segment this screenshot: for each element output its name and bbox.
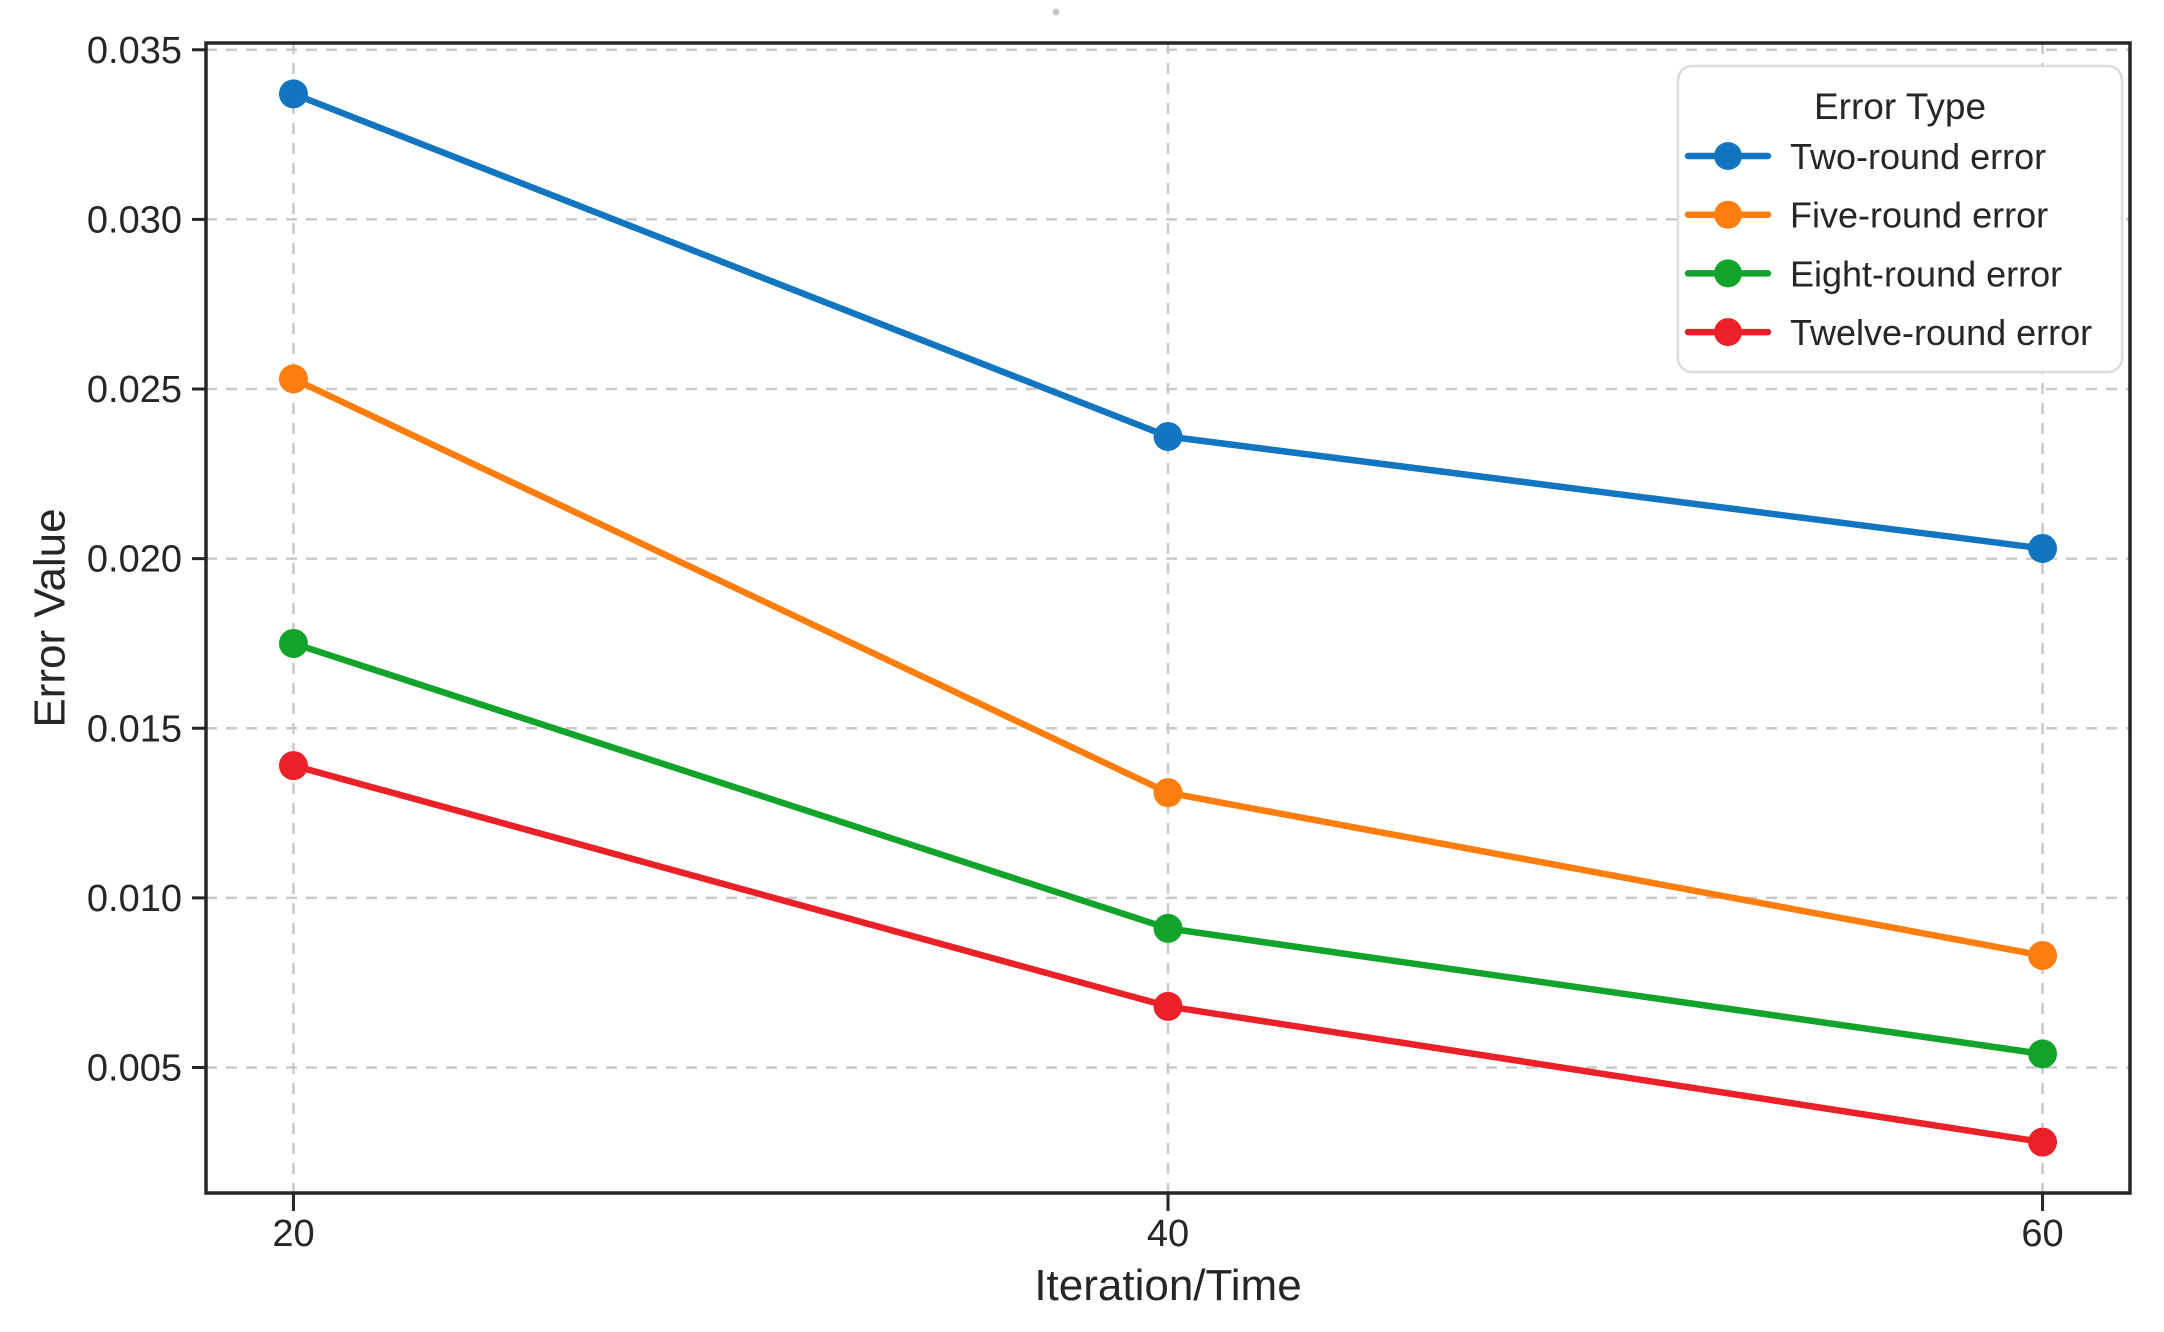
data-point-marker xyxy=(2028,941,2058,971)
x-tick-label: 20 xyxy=(272,1213,314,1255)
legend-marker xyxy=(1714,142,1742,170)
data-point-marker xyxy=(2028,1039,2058,1069)
y-tick-label: 0.030 xyxy=(87,199,182,241)
legend-entry-label: Eight-round error xyxy=(1790,253,2062,294)
y-tick-label: 0.005 xyxy=(87,1047,182,1089)
stray-dot xyxy=(1052,8,1060,16)
legend-marker xyxy=(1714,318,1742,347)
data-point-marker xyxy=(278,628,308,658)
x-tick-label: 60 xyxy=(2021,1213,2063,1255)
data-point-marker xyxy=(278,79,308,109)
data-point-marker xyxy=(1153,913,1183,943)
x-axis-title: Iteration/Time xyxy=(1034,1261,1301,1310)
x-tick-label: 40 xyxy=(1147,1213,1189,1255)
legend-box xyxy=(1676,64,2124,374)
data-point-marker xyxy=(2028,533,2058,563)
legend-title: Error Type xyxy=(1814,86,1986,127)
legend-marker xyxy=(1714,259,1742,288)
legend-marker xyxy=(1714,200,1742,229)
y-tick-label: 0.010 xyxy=(87,878,182,920)
legend-entry-label: Five-round error xyxy=(1790,195,2048,236)
y-tick-label: 0.020 xyxy=(87,539,182,581)
data-point-marker xyxy=(1153,991,1183,1021)
y-axis-title: Error Value xyxy=(26,508,75,727)
y-tick-label: 0.025 xyxy=(87,369,182,411)
data-point-marker xyxy=(1153,422,1183,452)
data-point-marker xyxy=(278,751,308,781)
legend-entry-label: Two-round error xyxy=(1790,136,2046,177)
data-point-marker xyxy=(278,364,308,394)
legend-entry-label: Twelve-round error xyxy=(1790,312,2092,353)
data-point-marker xyxy=(1153,778,1183,808)
data-point-marker xyxy=(2028,1127,2058,1157)
y-tick-label: 0.015 xyxy=(87,708,182,750)
y-tick-label: 0.035 xyxy=(87,30,182,72)
